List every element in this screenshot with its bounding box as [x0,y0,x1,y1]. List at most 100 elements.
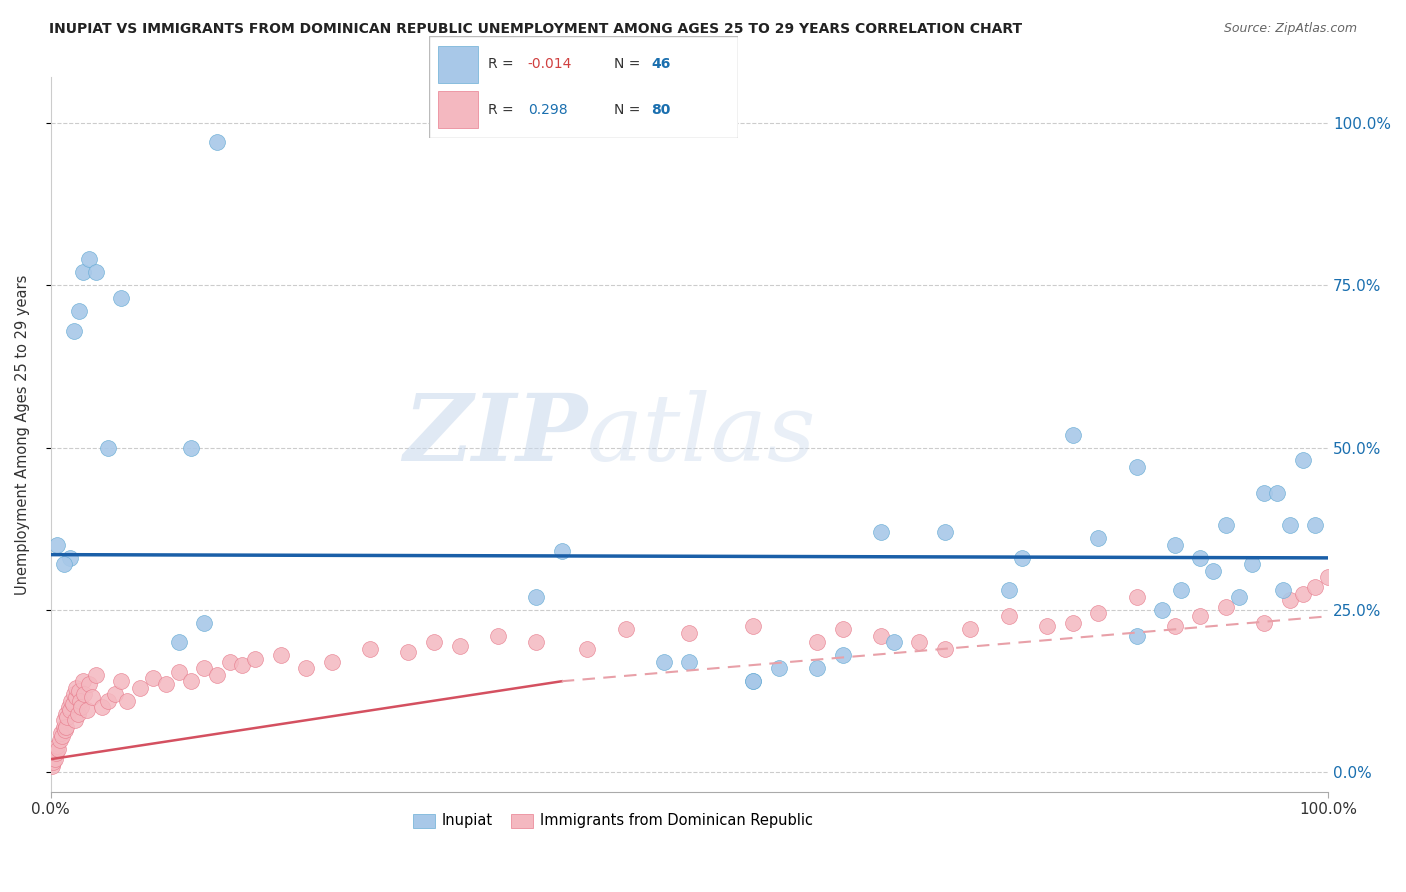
Point [142,671,165,685]
Point [97,694,120,708]
Point [70,700,93,714]
Point [77,252,100,267]
Point [1062,615,1084,630]
Point [742,674,765,689]
Point [614,622,637,636]
Point [1278,593,1301,607]
Point [768,661,790,675]
Point [398,645,420,659]
Point [167,635,190,649]
Point [449,639,471,653]
Point [870,629,893,643]
Point [1164,619,1187,633]
Point [218,655,240,669]
Point [52,713,75,727]
Point [45,746,67,760]
Point [84,667,107,681]
Point [321,655,343,669]
Point [1317,570,1340,584]
Point [1253,615,1275,630]
Point [84,265,107,279]
Point [423,635,446,649]
Point [1305,518,1327,533]
Point [80,690,103,705]
Point [1125,629,1147,643]
Point [1087,532,1109,546]
Point [678,655,700,669]
Bar [439,91,478,128]
Point [1215,518,1237,533]
Point [806,661,828,675]
Text: N =: N = [614,57,645,71]
Text: R =: R = [488,103,522,117]
Point [69,694,91,708]
Point [486,629,509,643]
Point [1189,609,1212,624]
Point [52,720,75,734]
Point [1189,550,1212,565]
Point [524,590,547,604]
Point [67,684,90,698]
Point [245,651,267,665]
Point [270,648,292,663]
Point [1227,590,1250,604]
Text: INUPIAT VS IMMIGRANTS FROM DOMINICAN REPUBLIC UNEMPLOYMENT AMONG AGES 25 TO 29 Y: INUPIAT VS IMMIGRANTS FROM DOMINICAN REP… [49,22,1022,37]
Point [76,703,98,717]
Point [551,544,574,558]
Y-axis label: Unemployment Among Ages 25 to 29 years: Unemployment Among Ages 25 to 29 years [15,275,30,595]
Point [1305,580,1327,594]
Point [51,730,73,744]
Text: atlas: atlas [588,390,817,480]
Point [66,706,89,721]
Point [60,694,83,708]
Point [59,703,82,717]
Point [65,690,87,705]
Point [1265,486,1288,500]
Point [295,661,318,675]
Point [52,558,75,572]
Point [53,723,76,737]
Point [831,622,853,636]
Point [67,304,90,318]
Point [576,641,599,656]
Point [524,635,547,649]
Point [41,758,63,772]
Point [63,687,86,701]
Point [97,441,120,455]
Point [56,710,79,724]
Point [193,661,215,675]
Point [77,677,100,691]
Point [998,583,1021,598]
Point [1278,518,1301,533]
Point [90,700,112,714]
Point [46,538,69,552]
Point [883,635,905,649]
Point [55,720,77,734]
Point [117,694,139,708]
Point [110,674,132,689]
Point [63,324,86,338]
Point [1152,603,1174,617]
Text: ZIP: ZIP [404,390,588,480]
Point [806,635,828,649]
Point [55,706,77,721]
Point [1291,453,1313,467]
Text: -0.014: -0.014 [527,57,572,71]
Point [48,742,70,756]
Point [1272,583,1295,598]
Text: R =: R = [488,57,517,71]
Point [62,697,84,711]
Point [1164,538,1187,552]
Point [1062,427,1084,442]
Point [998,609,1021,624]
Point [58,700,80,714]
Point [1125,460,1147,475]
Point [72,265,94,279]
Point [65,681,87,695]
Point [742,619,765,633]
Point [908,635,931,649]
Text: 0.298: 0.298 [527,103,568,117]
Point [1291,586,1313,600]
Point [1125,590,1147,604]
Point [678,625,700,640]
